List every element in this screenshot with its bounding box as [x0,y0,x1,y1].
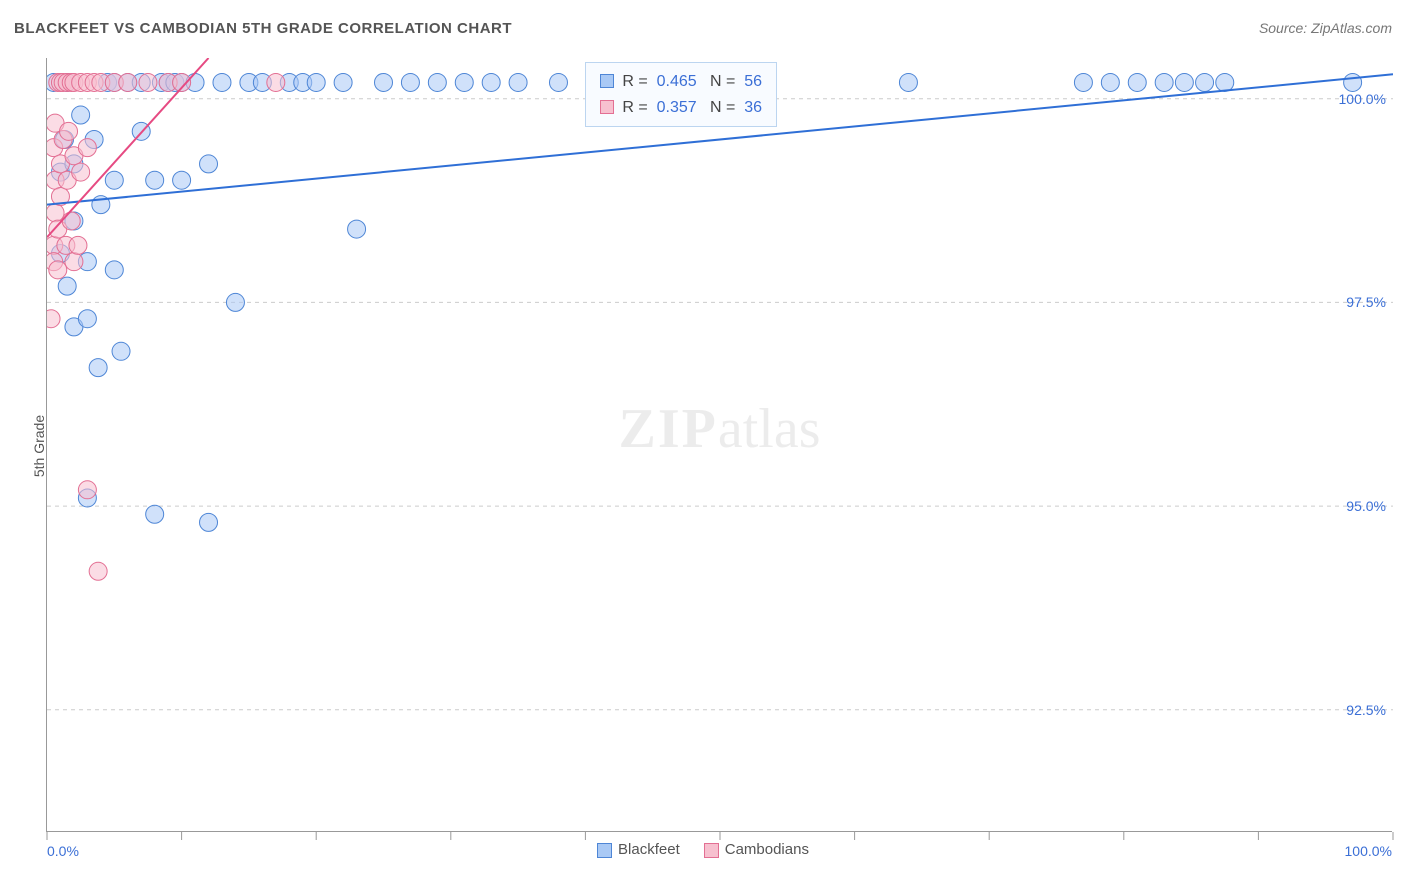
scatter-point [72,106,90,124]
scatter-point [62,212,80,230]
scatter-point [112,342,130,360]
scatter-point [549,73,567,91]
scatter-point [307,73,325,91]
scatter-point [1101,73,1119,91]
scatter-point [173,171,191,189]
scatter-point [1216,73,1234,91]
scatter-point [334,73,352,91]
scatter-point [60,122,78,140]
scatter-point [58,277,76,295]
scatter-point [1175,73,1193,91]
chart-area: 92.5%95.0%97.5%100.0%0.0%100.0%ZIPatlasR… [46,58,1392,832]
scatter-point [78,310,96,328]
scatter-point [42,310,60,328]
legend-item: Blackfeet [597,841,680,858]
scatter-point [119,73,137,91]
scatter-point [200,155,218,173]
scatter-point [509,73,527,91]
scatter-point [267,73,285,91]
bottom-legend: Blackfeet Cambodians [0,841,1406,858]
source-label: Source: ZipAtlas.com [1259,20,1392,36]
scatter-point [89,359,107,377]
y-tick-label: 100.0% [1339,91,1386,107]
scatter-point [1128,73,1146,91]
scatter-point [428,73,446,91]
scatter-point [401,73,419,91]
scatter-point [482,73,500,91]
legend-item: Cambodians [704,841,809,858]
scatter-point [1155,73,1173,91]
y-tick-label: 92.5% [1346,702,1386,718]
y-tick-label: 95.0% [1346,498,1386,514]
scatter-point [46,204,64,222]
scatter-point [65,253,83,271]
scatter-point [375,73,393,91]
scatter-point [1344,73,1362,91]
scatter-point [226,293,244,311]
scatter-point [89,562,107,580]
scatter-point [49,261,67,279]
scatter-point [348,220,366,238]
y-tick-label: 97.5% [1346,294,1386,310]
scatter-point [69,236,87,254]
scatter-point [72,163,90,181]
scatter-point [78,139,96,157]
correlation-stat-box: R = 0.465 N = 56R = 0.357 N = 36 [585,62,777,127]
scatter-point [455,73,473,91]
y-axis-label: 5th Grade [31,415,47,477]
scatter-point [146,171,164,189]
scatter-point [899,73,917,91]
scatter-point [200,513,218,531]
scatter-point [105,261,123,279]
scatter-point [1196,73,1214,91]
scatter-point [1074,73,1092,91]
scatter-point [105,171,123,189]
scatter-point [78,481,96,499]
scatter-point [213,73,231,91]
scatter-point [139,73,157,91]
scatter-point [146,505,164,523]
chart-title: BLACKFEET VS CAMBODIAN 5TH GRADE CORRELA… [14,20,512,37]
